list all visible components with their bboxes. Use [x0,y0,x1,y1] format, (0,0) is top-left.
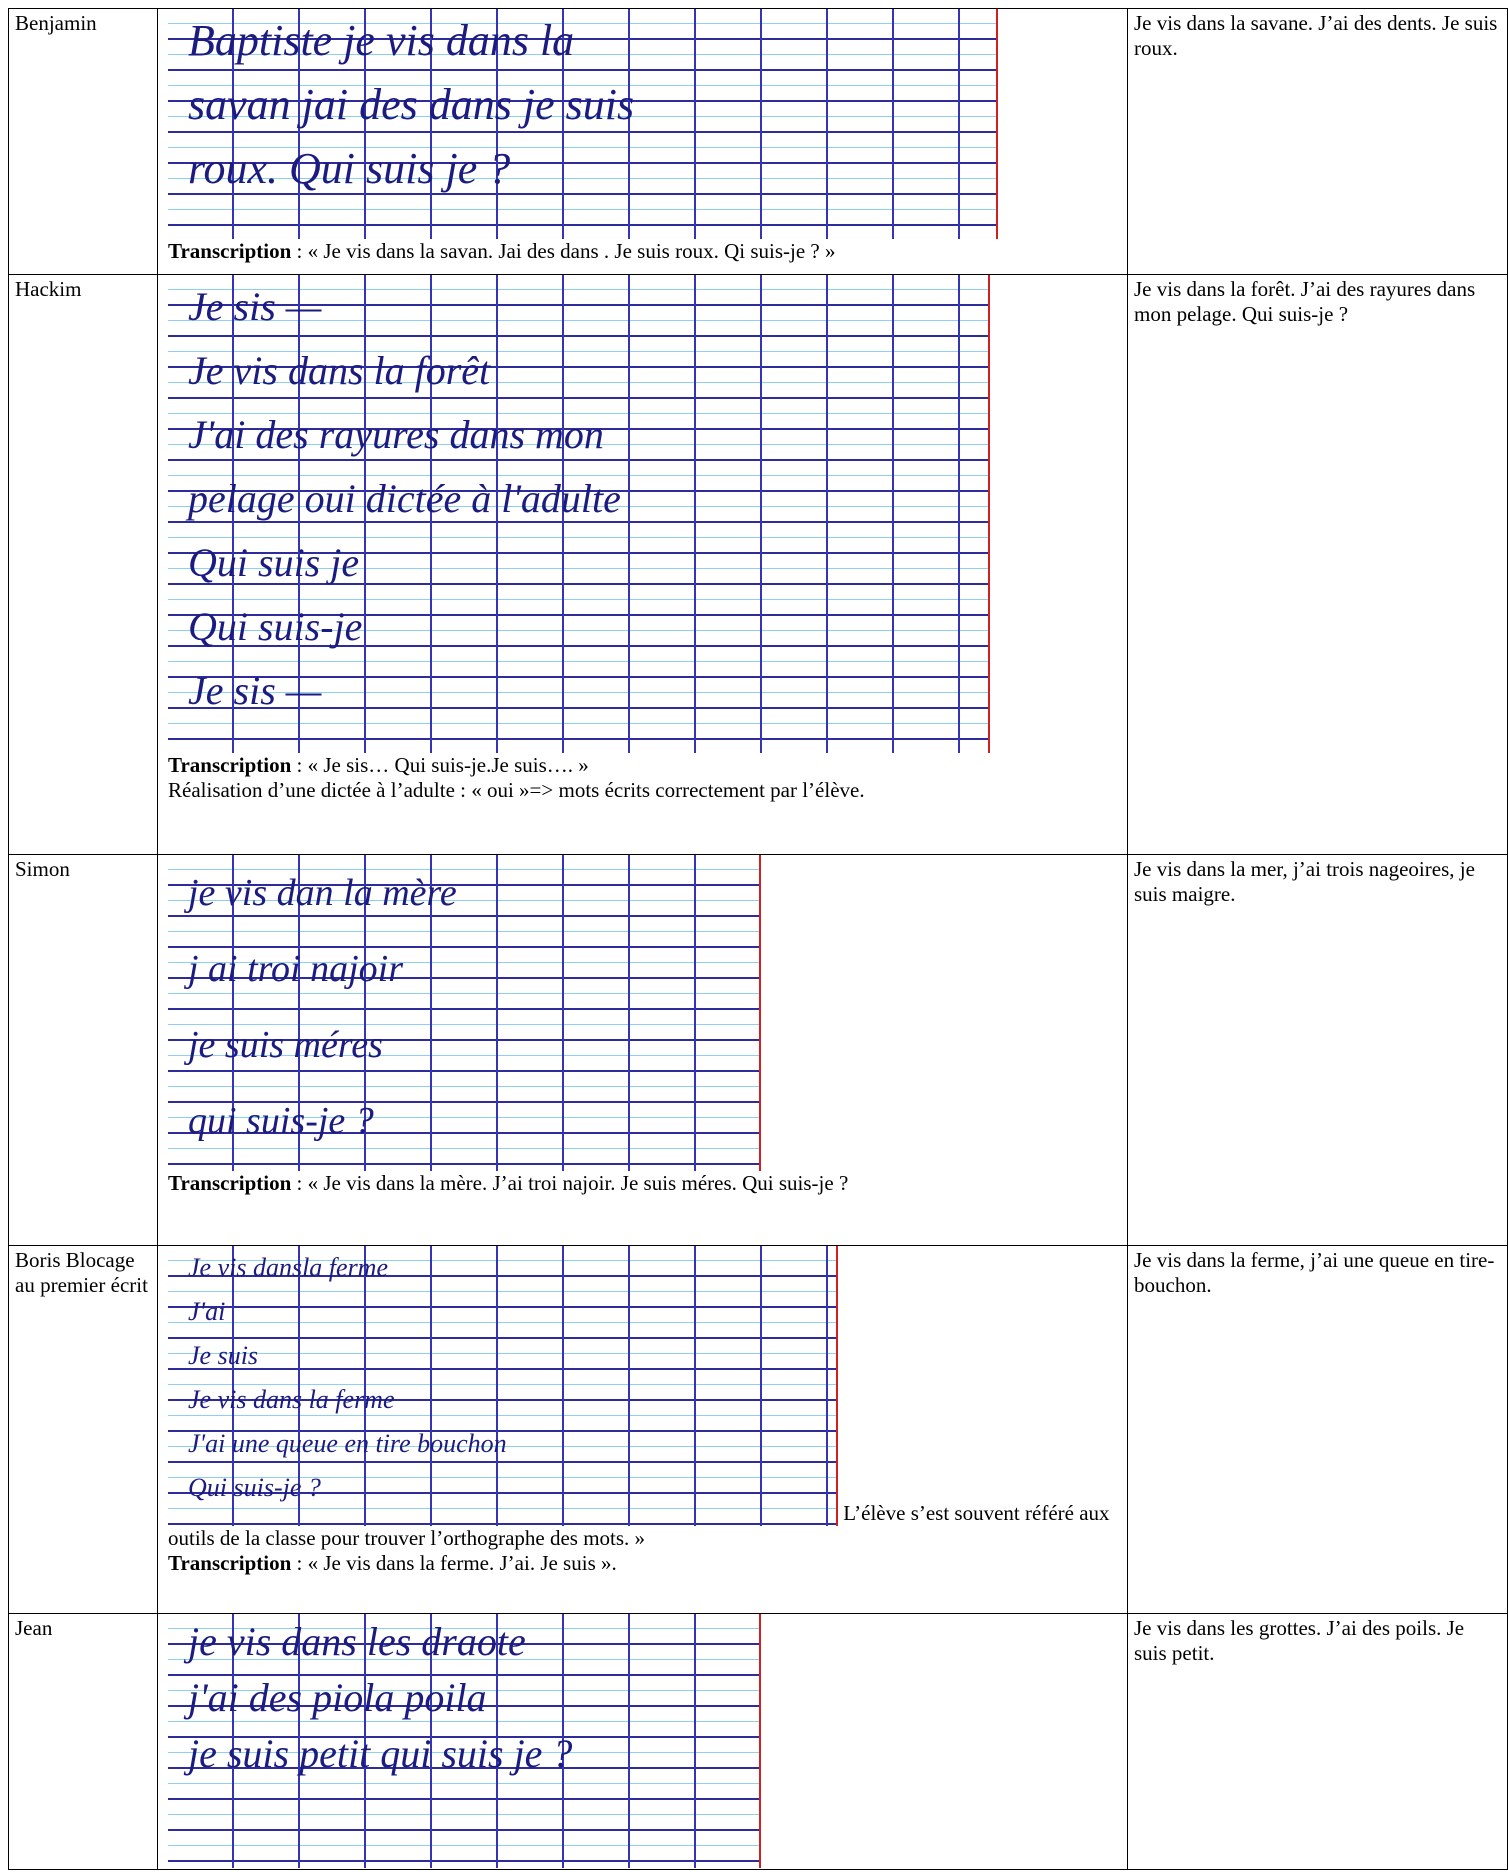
caption-text: : « Je sis… Qui suis-je.Je suis…. » [291,753,589,777]
handwriting-line: Je vis dans la forêt [188,348,491,393]
caption-label: Transcription [168,753,292,777]
student-name: Hackim [15,277,82,301]
handwritten-sample: je vis dans les draote j'ai des piola poi… [168,1614,761,1868]
student-name: Jean [15,1616,53,1640]
handwriting-line: J'ai des rayures dans mon [188,412,604,457]
caption-text: : « Je vis dans la mère. J’ai troi najoi… [291,1171,849,1195]
handwriting-line: je suis petit qui suis je ? [188,1731,573,1776]
work: je vis dans les draote j'ai des piola poi… [168,1614,1121,1868]
name-cell: Boris Blocage au premier écrit [8,1245,158,1614]
row: Benjamin Baptiste je vis dans la savan jai… [8,8,1508,275]
handwriting-line: J'ai [188,1297,226,1326]
work-cell: je vis dan la mère j ai troi najoir je sui… [157,854,1128,1246]
caption: Transcription : « Je vis dans la ferme. … [168,1551,1121,1576]
handwriting-line: savan jai des dans je suis [188,80,635,129]
name-cell: Simon [8,854,158,1246]
row: Jean je vis dans les draote j'ai des piola… [8,1613,1508,1870]
name-cell: Jean [8,1613,158,1870]
caption-label: Transcription [168,239,292,263]
caption: Réalisation d’une dictée à l’adulte : « … [168,778,1121,803]
handwriting-line: Je sis — [188,284,322,329]
handwriting-line: Je vis dans la ferme [188,1385,395,1414]
handwritten-sample: je vis dan la mère j ai troi najoir je sui… [168,855,761,1171]
work: Baptiste je vis dans la savan jai des dan… [168,9,1121,239]
handwriting-line: J'ai une queue en tire bouchon [188,1429,507,1458]
work-cell: Je vis dansla ferme J'ai Je suis Je vis dan… [157,1245,1128,1614]
handwritten-sample: Je vis dansla ferme J'ai Je suis Je vis dan… [168,1246,838,1526]
response-cell: Je vis dans la savane. J’ai des dents. J… [1127,8,1508,275]
caption: Transcription : « Je vis dans la savan. … [168,239,1121,264]
caption-text: Réalisation d’une dictée à l’adulte : « … [168,778,865,802]
handwritten-sample: Baptiste je vis dans la savan jai des dan… [168,9,998,239]
work-cell: Baptiste je vis dans la savan jai des dan… [157,8,1128,275]
handwriting-line: Baptiste je vis dans la [188,16,575,65]
corrected-text: Je vis dans la savane. J’ai des dents. J… [1134,11,1498,60]
name-cell: Hackim [8,274,158,855]
corrected-text: Je vis dans la forêt. J’ai des rayures d… [1134,277,1476,326]
caption-text: : « Je vis dans la savan. Jai des dans .… [291,239,836,263]
handwriting-line: Qui suis je [188,540,360,585]
handwriting-line: roux. Qui suis je ? [188,144,511,193]
work-cell: je vis dans les draote j'ai des piola poi… [157,1613,1128,1870]
handwriting-line: Je sis — [188,668,322,713]
handwriting-line: j ai troi najoir [188,948,404,990]
work-cell: Je sis — Je vis dans la forêt J'ai des ray… [157,274,1128,855]
response-cell: Je vis dans les grottes. J’ai des poils.… [1127,1613,1508,1870]
corrected-text: Je vis dans les grottes. J’ai des poils.… [1134,1616,1465,1665]
name-cell: Benjamin [8,8,158,275]
row: Simon je vis dan la mère j ai troi najoir j… [8,854,1508,1246]
note-text: L’élève s’est souvent référé aux outils … [168,1501,1110,1550]
row: Boris Blocage au premier écrit Je vis dan… [8,1245,1508,1614]
response-cell: Je vis dans la mer, j’ai trois nageoires… [1127,854,1508,1246]
response-cell: Je vis dans la forêt. J’ai des rayures d… [1127,274,1508,855]
handwritten-sample: Je sis — Je vis dans la forêt J'ai des ray… [168,275,990,753]
student-name: Benjamin [15,11,97,35]
caption: Transcription : « Je sis… Qui suis-je.Je… [168,753,1121,778]
handwriting-line: Je vis dansla ferme [188,1253,389,1282]
student-name: Boris Blocage au premier écrit [15,1248,148,1297]
handwriting-line: Qui suis-je [188,604,363,649]
caption-label: Transcription [168,1171,292,1195]
row: Hackim Je sis — Je vis dans la forêt J'ai d… [8,274,1508,855]
handwriting-line: je suis méres [188,1024,383,1066]
handwriting-line: pelage oui dictée à l'adulte [188,476,621,521]
corrected-text: Je vis dans la ferme, j’ai une queue en … [1134,1248,1495,1297]
student-name: Simon [15,857,70,881]
work: Je sis — Je vis dans la forêt J'ai des ray… [168,275,1121,753]
work: je vis dan la mère j ai troi najoir je sui… [168,855,1121,1171]
handwriting-line: Qui suis-je ? [188,1473,321,1502]
handwriting-line: j'ai des piola poila [188,1675,487,1720]
table: Benjamin Baptiste je vis dans la savan jai… [8,8,1508,1870]
caption-label: Transcription [168,1551,292,1575]
handwriting-line: Je suis [188,1341,259,1370]
work: Je vis dansla ferme J'ai Je suis Je vis dan… [168,1246,1121,1552]
caption-text: : « Je vis dans la ferme. J’ai. Je suis … [291,1551,617,1575]
corrected-text: Je vis dans la mer, j’ai trois nageoires… [1134,857,1475,906]
handwriting-line: qui suis-je ? [188,1100,374,1142]
response-cell: Je vis dans la ferme, j’ai une queue en … [1127,1245,1508,1614]
handwriting-line: je vis dans les draote [188,1619,526,1664]
caption: Transcription : « Je vis dans la mère. J… [168,1171,1121,1196]
handwriting-line: je vis dan la mère [188,872,457,914]
